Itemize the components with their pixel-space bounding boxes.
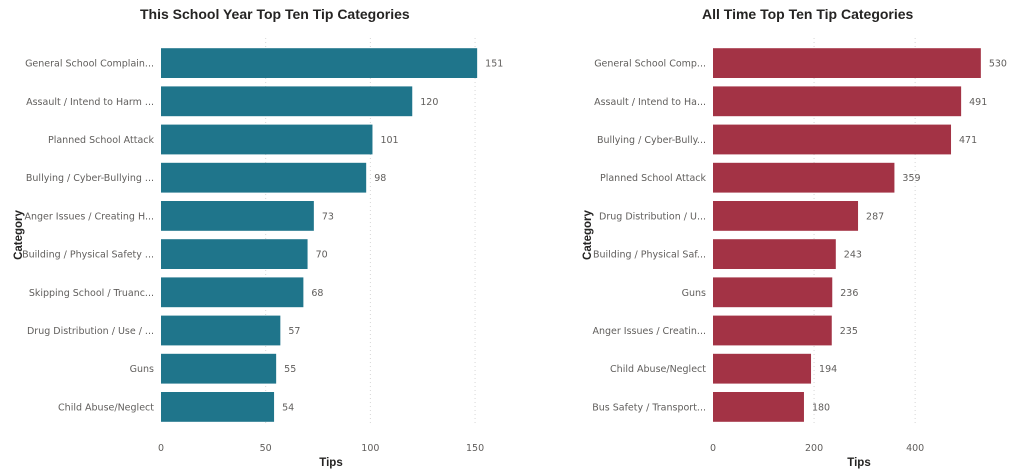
value-label: 57	[288, 326, 300, 337]
category-label: Anger Issues / Creating H...	[24, 211, 154, 222]
category-label: General School Comp...	[594, 59, 706, 70]
value-label: 471	[959, 135, 977, 146]
y-axis-title: Category	[13, 209, 25, 259]
bar	[713, 86, 962, 117]
x-tick-label: 150	[466, 443, 484, 454]
value-label: 235	[840, 326, 858, 337]
value-label: 120	[420, 97, 438, 108]
chart-all-time: All Time Top Ten Tip Categories 0 200 400 G…	[508, 0, 1016, 473]
x-axis-title: Tips	[319, 457, 342, 469]
bar	[161, 353, 277, 384]
value-label: 243	[844, 250, 862, 261]
bar	[161, 124, 373, 155]
category-label: Building / Physical Safety ...	[22, 250, 154, 261]
category-label: Bullying / Cyber-Bully...	[597, 135, 706, 146]
x-axis-title: Tips	[847, 457, 870, 469]
x-tick-label: 400	[906, 443, 924, 454]
value-label: 491	[969, 97, 987, 108]
bar	[161, 277, 304, 308]
y-axis-title: Category	[582, 209, 594, 259]
value-label: 55	[284, 364, 296, 375]
value-label: 359	[902, 173, 920, 184]
value-label: 68	[311, 288, 323, 299]
category-label: Skipping School / Truanc...	[29, 288, 154, 299]
bar	[713, 124, 952, 155]
value-label: 98	[374, 173, 386, 184]
category-label: Child Abuse/Neglect	[58, 402, 154, 413]
x-tick-label: 200	[805, 443, 823, 454]
chart-this-school-year: This School Year Top Ten Tip Categories …	[13, 6, 503, 469]
bar	[713, 48, 981, 78]
value-label: 151	[485, 59, 503, 70]
bar	[161, 315, 281, 346]
x-tick-label: 0	[158, 443, 164, 454]
category-label: Assault / Intend to Ha...	[594, 97, 706, 108]
value-label: 70	[316, 250, 328, 261]
category-label: Drug Distribution / Use / ...	[27, 326, 154, 337]
category-label: Assault / Intend to Harm ...	[26, 97, 154, 108]
bar	[713, 315, 832, 346]
bar	[161, 239, 308, 269]
category-label: General School Complain...	[25, 59, 154, 70]
bar	[713, 239, 836, 269]
value-label: 101	[380, 135, 398, 146]
category-label: Bullying / Cyber-Bullying ...	[26, 173, 154, 184]
value-label: 236	[840, 288, 858, 299]
category-label: Guns	[130, 364, 154, 375]
bar-chart-svg: 0 200 400 General School Comp... 530 Assault …	[582, 38, 1007, 469]
bar	[161, 86, 413, 117]
bar-chart-svg: 0 50 100 150 General School Complain... 151 As…	[13, 38, 503, 469]
category-label: Planned School Attack	[600, 173, 707, 184]
value-label: 287	[866, 211, 884, 222]
bar	[161, 201, 314, 231]
x-tick-label: 0	[710, 443, 716, 454]
bar	[161, 48, 478, 78]
category-label: Building / Physical Saf...	[593, 250, 706, 261]
chart-title: All Time Top Ten Tip Categories	[702, 6, 914, 22]
x-tick-label: 100	[361, 443, 379, 454]
bar	[713, 277, 833, 308]
value-label: 54	[282, 402, 294, 413]
bar	[713, 392, 804, 422]
category-label: Planned School Attack	[48, 135, 155, 146]
bar	[161, 162, 367, 193]
category-label: Guns	[682, 288, 706, 299]
category-label: Child Abuse/Neglect	[610, 364, 706, 375]
chart-title: This School Year Top Ten Tip Categories	[140, 6, 410, 22]
value-label: 530	[989, 59, 1007, 70]
bar	[161, 392, 275, 422]
bar	[713, 201, 859, 231]
value-label: 73	[322, 211, 334, 222]
category-label: Bus Safety / Transport...	[592, 402, 706, 413]
value-label: 180	[812, 402, 830, 413]
bar	[713, 353, 812, 384]
bar	[713, 162, 895, 193]
value-label: 194	[819, 364, 837, 375]
category-label: Anger Issues / Creatin...	[592, 326, 706, 337]
category-label: Drug Distribution / U...	[599, 211, 706, 222]
x-tick-label: 50	[260, 443, 272, 454]
